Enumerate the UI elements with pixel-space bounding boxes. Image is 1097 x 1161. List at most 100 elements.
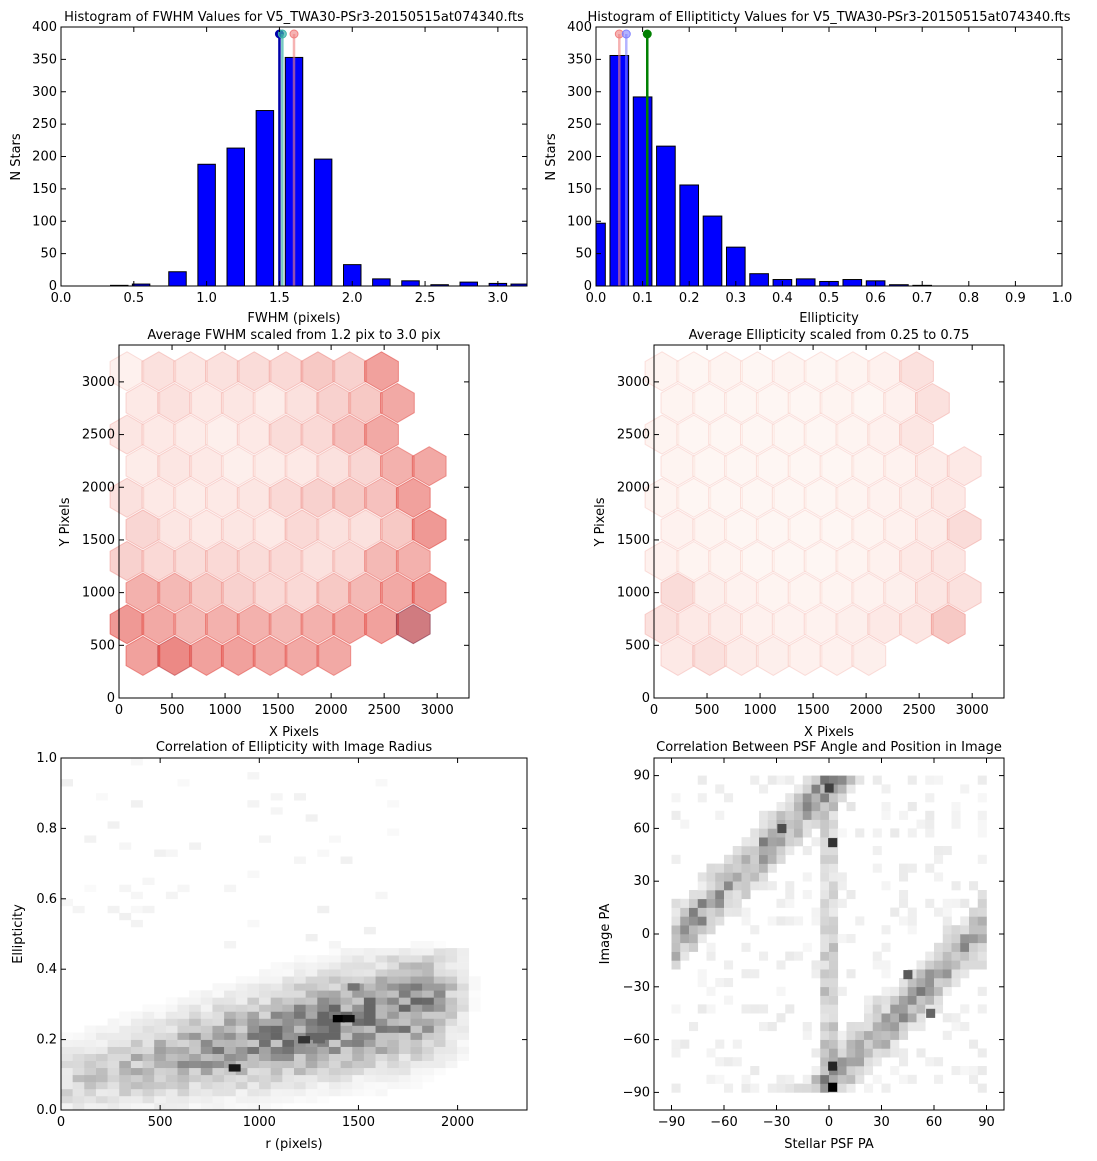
hist2d-cell (328, 1074, 341, 1083)
hist2d-cell (363, 997, 376, 1005)
hexbin-cell (268, 351, 304, 392)
fwhm-hexmap-panel: Average FWHM scaled from 1.2 pix to 3.0 … (58, 328, 470, 740)
hist2d-cell (794, 1083, 804, 1093)
x-tick-label: 0.8 (958, 291, 979, 306)
hist2d-cell (794, 810, 804, 820)
hist2d-cell (61, 1088, 73, 1097)
y-tick-label: 0.4 (36, 962, 57, 977)
hist2d-cell (811, 1066, 821, 1076)
hist2d-cell (130, 1074, 143, 1083)
x-tick-label: 1000 (243, 1115, 276, 1130)
hist2d-cell (154, 849, 167, 857)
hist2d-cell (340, 1032, 353, 1040)
hexbin-cell (141, 414, 177, 455)
hexbin-cell (141, 351, 177, 392)
hist2d-cell (759, 810, 769, 820)
hist2d-cell (375, 1011, 388, 1019)
hist2d-cell (899, 1013, 909, 1023)
hist2d-cell (767, 1083, 777, 1093)
hist2d-cell (433, 1018, 446, 1026)
hist2d-cell (811, 916, 821, 926)
hist2d-cell (363, 1081, 376, 1090)
hist2d-cell (820, 898, 830, 908)
hist2d-cell (977, 775, 987, 785)
hist2d-cell (84, 1067, 97, 1076)
hist2d-cell (820, 872, 830, 882)
y-tick-label: 0.2 (36, 1033, 57, 1048)
hist2d-cell (305, 1095, 318, 1104)
hist2d-cell (433, 990, 446, 998)
hist2d-cell (934, 995, 944, 1005)
hist2d-cell (820, 1074, 830, 1084)
hist2d-cell (224, 1018, 237, 1026)
hexbin-cell (380, 572, 415, 613)
hist2d-cell (328, 990, 341, 998)
hist2d-cell (363, 962, 376, 970)
hexbin-cell (348, 572, 383, 613)
hist2d-cell (916, 1013, 926, 1023)
hexbin-cell (851, 572, 887, 613)
hist2d-cell (340, 969, 353, 977)
hist2d-cell (340, 1067, 353, 1076)
hist2d-cell (706, 907, 716, 917)
hexbin-cell (125, 382, 161, 424)
hexbin-cell (157, 572, 193, 613)
hist2d-cell (934, 907, 944, 917)
hist2d-cell (410, 941, 423, 949)
hist2d-cell (759, 872, 769, 882)
hist2d-cell (829, 898, 839, 908)
hist2d-cell (352, 1067, 365, 1076)
hist2d-cell (294, 1067, 306, 1076)
hist2d-cell (846, 969, 856, 979)
hist2d-cell (829, 1013, 839, 1023)
hist2d-cell (829, 890, 839, 900)
hist2d-cell (977, 916, 987, 926)
hist2d-cell (899, 1004, 909, 1014)
hist2d-cell (724, 1083, 734, 1093)
hist2d-cell (785, 1074, 795, 1084)
hist2d-cell (130, 1060, 143, 1069)
hist2d-cell (235, 990, 248, 998)
hist2d-cell (352, 1018, 365, 1026)
hist2d-cell (433, 1053, 446, 1062)
hist2d-cell (872, 828, 882, 838)
hist2d-cell (759, 881, 769, 891)
hist2d-cell (468, 990, 481, 998)
hist2d-cell (767, 828, 777, 838)
hexbin-cell (899, 604, 934, 645)
hist2d-cell (977, 934, 987, 944)
hist2d-cell (872, 1057, 882, 1067)
hexbin-cell (284, 382, 320, 424)
hist2d-cell (142, 1053, 155, 1062)
hexbin-cell (676, 604, 712, 645)
hist2d-cell (142, 1102, 155, 1111)
hist2d-cell (312, 1036, 325, 1044)
hist2d-cell (398, 976, 411, 984)
hist2d-cell (732, 863, 742, 873)
hist2d-cell (881, 1039, 891, 1049)
hist2d-cell (969, 1074, 979, 1084)
hist2d-cell (977, 907, 987, 917)
hexbin-cell (364, 477, 399, 518)
hist2d-cell (872, 775, 882, 785)
hist2d-cell (925, 793, 935, 803)
statistic-marker-dot (642, 29, 652, 39)
hist2d-cell (951, 969, 961, 979)
x-tick-label: 0.6 (865, 291, 886, 306)
hist2d-cell (433, 969, 446, 977)
hexbin-cell (883, 382, 918, 424)
hist2d-cell (270, 962, 283, 970)
hist2d-cell (881, 986, 891, 996)
hist2d-cell (270, 1060, 283, 1069)
hist2d-cell (305, 969, 318, 977)
hist2d-cell (410, 1004, 423, 1012)
hist2d-cell (165, 1102, 178, 1111)
hist2d-cell (352, 1032, 365, 1040)
hist2d-cell (890, 995, 900, 1005)
hist2d-cell (165, 1018, 178, 1026)
x-tick-label: 0.5 (123, 291, 144, 306)
hist2d-cell (829, 802, 839, 812)
hist2d-cell (294, 976, 306, 984)
hist2d-cell (925, 810, 935, 820)
hist2d-cell (154, 1018, 167, 1026)
